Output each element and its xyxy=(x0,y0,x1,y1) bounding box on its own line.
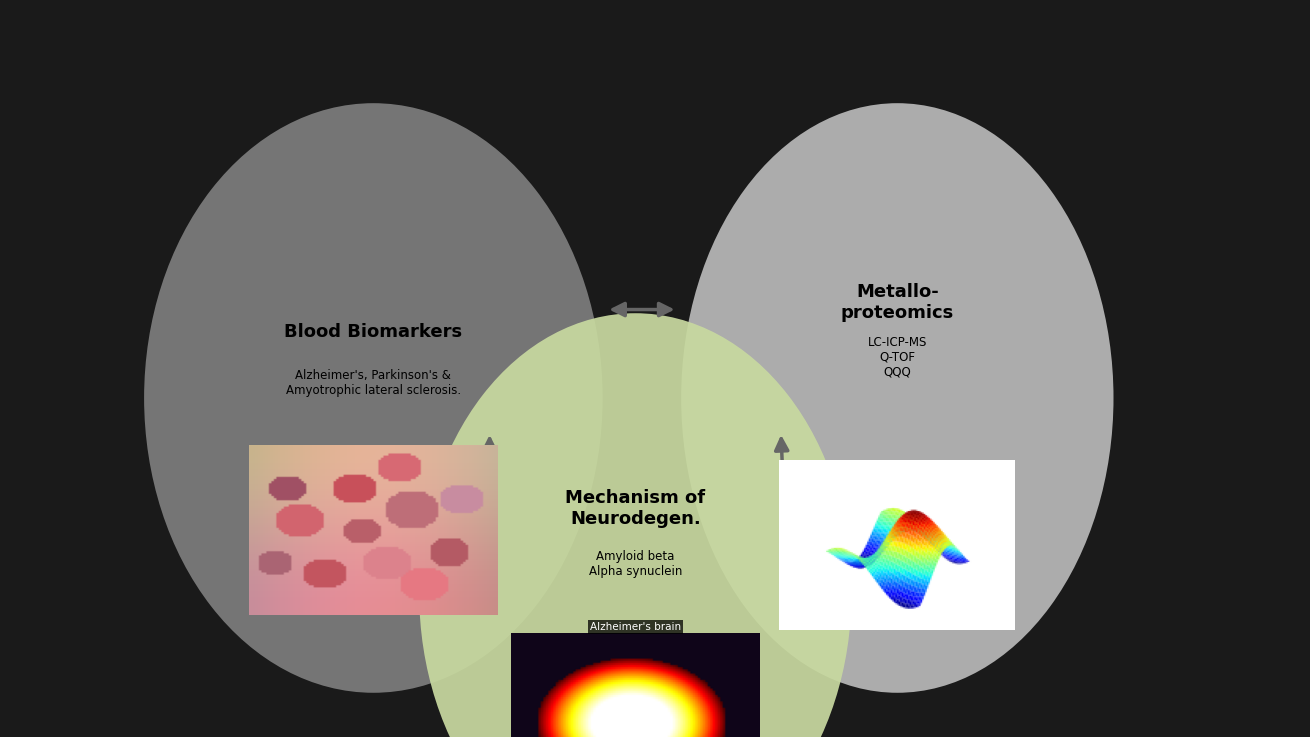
Text: LC-ICP-MS
Q-TOF
QQQ: LC-ICP-MS Q-TOF QQQ xyxy=(867,336,927,379)
Text: Metallo-
proteomics: Metallo- proteomics xyxy=(841,283,954,321)
Text: Alzheimer's brain: Alzheimer's brain xyxy=(590,622,681,632)
Ellipse shape xyxy=(144,103,603,693)
Ellipse shape xyxy=(681,103,1114,693)
Ellipse shape xyxy=(419,313,852,737)
Text: Mechanism of
Neurodegen.: Mechanism of Neurodegen. xyxy=(566,489,705,528)
Text: Amyloid beta
Alpha synuclein: Amyloid beta Alpha synuclein xyxy=(588,550,683,578)
Text: Alzheimer's, Parkinson's &
Amyotrophic lateral sclerosis.: Alzheimer's, Parkinson's & Amyotrophic l… xyxy=(286,369,461,397)
Text: Blood Biomarkers: Blood Biomarkers xyxy=(284,323,462,340)
